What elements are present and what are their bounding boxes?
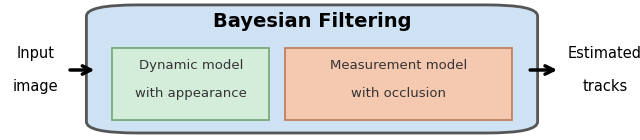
Text: with appearance: with appearance: [135, 87, 246, 100]
Text: with occlusion: with occlusion: [351, 87, 446, 100]
Text: tracks: tracks: [582, 79, 627, 94]
Text: image: image: [12, 79, 58, 94]
Text: Input: Input: [16, 46, 54, 61]
FancyBboxPatch shape: [285, 48, 512, 120]
Text: Dynamic model: Dynamic model: [138, 59, 243, 72]
Text: Measurement model: Measurement model: [330, 59, 467, 72]
Text: Estimated: Estimated: [568, 46, 640, 61]
FancyBboxPatch shape: [112, 48, 269, 120]
Text: Bayesian Filtering: Bayesian Filtering: [213, 12, 412, 31]
FancyBboxPatch shape: [86, 5, 538, 133]
